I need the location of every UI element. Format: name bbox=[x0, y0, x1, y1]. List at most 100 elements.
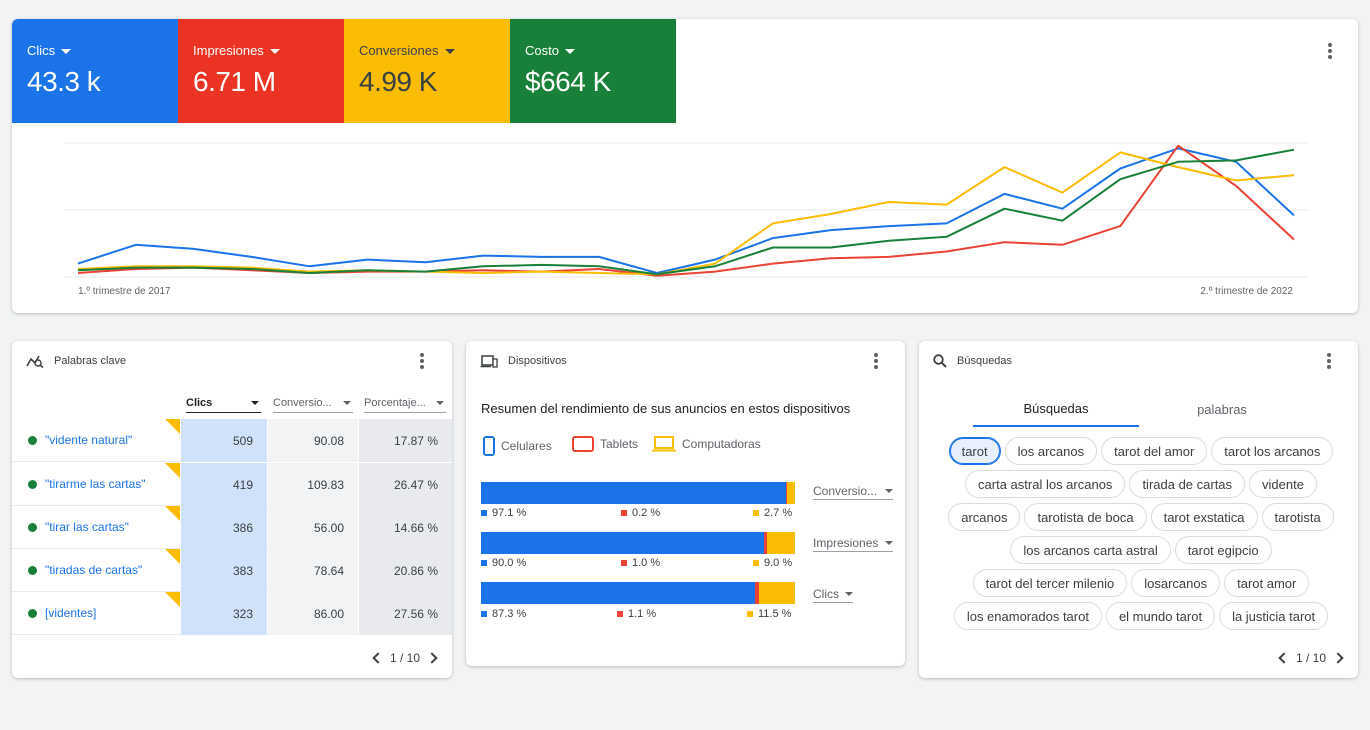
bar-segment-tablet bbox=[785, 482, 787, 504]
search-term-chip[interactable]: tarot del amor bbox=[1101, 437, 1208, 465]
bar-labels: 90.0 % 1.0 % 9.0 % bbox=[481, 557, 795, 571]
keyword-text[interactable]: "vidente natural" bbox=[45, 433, 133, 447]
metric-name: Clics bbox=[27, 43, 56, 58]
metric-tile-conversions[interactable]: Conversiones 4.99 K bbox=[344, 19, 510, 123]
pagination: 1 / 10 bbox=[372, 651, 438, 665]
caret-down-icon bbox=[436, 400, 444, 405]
metric-name: Costo bbox=[525, 43, 559, 58]
bar-segment-tablet bbox=[755, 582, 759, 604]
table-row[interactable]: "vidente natural" 509 90.08 17.87 % bbox=[12, 419, 452, 462]
table-row[interactable]: "tiradas de cartas" 383 78.64 20.86 % bbox=[12, 549, 452, 592]
series-line-impresiones bbox=[77, 144, 1295, 277]
flag-corner-icon bbox=[165, 592, 180, 607]
legend-label: Computadoras bbox=[682, 437, 761, 451]
tab-searches[interactable]: Búsquedas bbox=[973, 391, 1139, 427]
legend-item-mobile: Celulares bbox=[483, 436, 552, 456]
column-header-conversions[interactable]: Conversio... bbox=[273, 393, 353, 413]
keywords-card: Palabras clave Clics Conversio... Porcen… bbox=[12, 341, 452, 678]
metric-dropdown-conversions[interactable]: Conversio... bbox=[813, 482, 893, 500]
caret-down-icon bbox=[269, 48, 280, 54]
search-term-chip[interactable]: arcanos bbox=[948, 503, 1021, 531]
series-line-conversiones bbox=[77, 151, 1295, 276]
bar-segment-desktop bbox=[766, 532, 795, 554]
status-enabled-icon bbox=[28, 566, 37, 575]
device-bar-conversions[interactable] bbox=[481, 482, 795, 504]
chart-series bbox=[77, 144, 1295, 277]
metric-tile-impressions[interactable]: Impresiones 6.71 M bbox=[178, 19, 344, 123]
tab-keywords[interactable]: palabras bbox=[1197, 401, 1247, 417]
desktop-percent: 11.5 % bbox=[758, 608, 792, 620]
series-line-clics bbox=[77, 147, 1295, 274]
metric-label: Impresiones bbox=[813, 535, 879, 550]
card-title: Palabras clave bbox=[54, 355, 127, 367]
devices-icon bbox=[480, 355, 498, 368]
more-options-icon[interactable] bbox=[1320, 41, 1340, 61]
search-term-chip[interactable]: carta astral los arcanos bbox=[965, 470, 1126, 498]
search-term-chip[interactable]: losarcanos bbox=[1131, 569, 1221, 597]
metric-tile-cost[interactable]: Costo $664 K bbox=[510, 19, 676, 123]
metric-label: Conversio... bbox=[813, 483, 878, 498]
devices-card: Dispositivos Resumen del rendimiento de … bbox=[466, 341, 905, 666]
table-row[interactable]: "tirarme las cartas" 419 109.83 26.47 % bbox=[12, 463, 452, 506]
flag-corner-icon bbox=[165, 463, 180, 478]
bar-segment-desktop bbox=[786, 482, 795, 504]
metric-dropdown-impressions[interactable]: Impresiones bbox=[813, 534, 893, 552]
search-term-chip[interactable]: tarot bbox=[948, 437, 1001, 465]
chevron-left-icon[interactable] bbox=[372, 652, 384, 664]
search-term-chip[interactable]: tarot egipcio bbox=[1174, 536, 1272, 564]
keyword-trend-icon bbox=[26, 355, 44, 368]
mobile-percent: 97.1 % bbox=[492, 507, 527, 519]
keyword-text[interactable]: [videntes] bbox=[45, 606, 97, 620]
search-term-chip[interactable]: tarot los arcanos bbox=[1211, 437, 1334, 465]
search-term-chip[interactable]: los enamorados tarot bbox=[953, 602, 1102, 630]
bar-segment-mobile bbox=[481, 532, 764, 554]
more-options-icon[interactable] bbox=[412, 351, 432, 371]
column-header-clicks[interactable]: Clics bbox=[186, 393, 261, 413]
search-term-chip[interactable]: vidente bbox=[1249, 470, 1317, 498]
conversions-cell: 56.00 bbox=[268, 506, 358, 549]
chevron-left-icon[interactable] bbox=[1278, 652, 1290, 664]
clicks-cell: 386 bbox=[181, 506, 267, 549]
keyword-text[interactable]: "tiradas de cartas" bbox=[45, 563, 143, 577]
metric-tile-clicks[interactable]: Clics 43.3 k bbox=[12, 19, 178, 123]
column-header-percentage[interactable]: Porcentaje... bbox=[364, 393, 446, 413]
x-axis-start-label: 1.º trimestre de 2017 bbox=[78, 286, 171, 297]
clicks-cell: 419 bbox=[181, 463, 267, 506]
conversions-cell: 78.64 bbox=[268, 549, 358, 592]
table-row[interactable]: [videntes] 323 86.00 27.56 % bbox=[12, 592, 452, 635]
metric-label: Clics bbox=[813, 586, 839, 601]
device-bar-clicks[interactable] bbox=[481, 582, 795, 604]
chevron-right-icon[interactable] bbox=[1332, 652, 1344, 664]
search-term-chip[interactable]: tarot exstatica bbox=[1150, 503, 1258, 531]
metric-value: $664 K bbox=[525, 66, 611, 97]
keyword-text[interactable]: "tirar las cartas" bbox=[45, 520, 129, 534]
metric-dropdown-clicks[interactable]: Clics bbox=[813, 585, 853, 603]
caret-down-icon bbox=[845, 591, 853, 596]
more-options-icon[interactable] bbox=[1319, 351, 1339, 371]
chevron-right-icon[interactable] bbox=[426, 652, 438, 664]
card-title: Búsquedas bbox=[957, 355, 1013, 367]
bar-segment-desktop bbox=[758, 582, 795, 604]
search-term-chip[interactable]: tirada de cartas bbox=[1129, 470, 1246, 498]
keyword-text[interactable]: "tirarme las cartas" bbox=[45, 477, 146, 491]
bar-labels: 87.3 % 1.1 % 11.5 % bbox=[481, 608, 795, 622]
more-options-icon[interactable] bbox=[866, 351, 886, 371]
mobile-percent: 87.3 % bbox=[492, 608, 527, 620]
search-term-chip[interactable]: los arcanos bbox=[1004, 437, 1098, 465]
search-term-chip[interactable]: los arcanos carta astral bbox=[1010, 536, 1171, 564]
x-axis-end-label: 2.º trimestre de 2022 bbox=[1200, 286, 1293, 297]
device-bar-impressions[interactable] bbox=[481, 532, 795, 554]
search-terms-chips: tarot los arcanos tarot del amor tarot los … bbox=[943, 437, 1339, 635]
card-header: Búsquedas bbox=[919, 341, 1358, 381]
search-term-chip[interactable]: tarotista de boca bbox=[1024, 503, 1147, 531]
page-indicator: 1 / 10 bbox=[1296, 651, 1327, 665]
search-term-chip[interactable]: tarotista bbox=[1261, 503, 1334, 531]
caret-down-icon bbox=[444, 48, 455, 54]
clicks-cell: 383 bbox=[181, 549, 267, 592]
search-term-chip[interactable]: tarot del tercer milenio bbox=[972, 569, 1128, 597]
search-term-chip[interactable]: la justicia tarot bbox=[1219, 602, 1329, 630]
table-row[interactable]: "tirar las cartas" 386 56.00 14.66 % bbox=[12, 506, 452, 549]
search-term-chip[interactable]: el mundo tarot bbox=[1105, 602, 1216, 630]
search-term-chip[interactable]: tarot amor bbox=[1224, 569, 1310, 597]
card-header: Dispositivos bbox=[466, 341, 905, 381]
